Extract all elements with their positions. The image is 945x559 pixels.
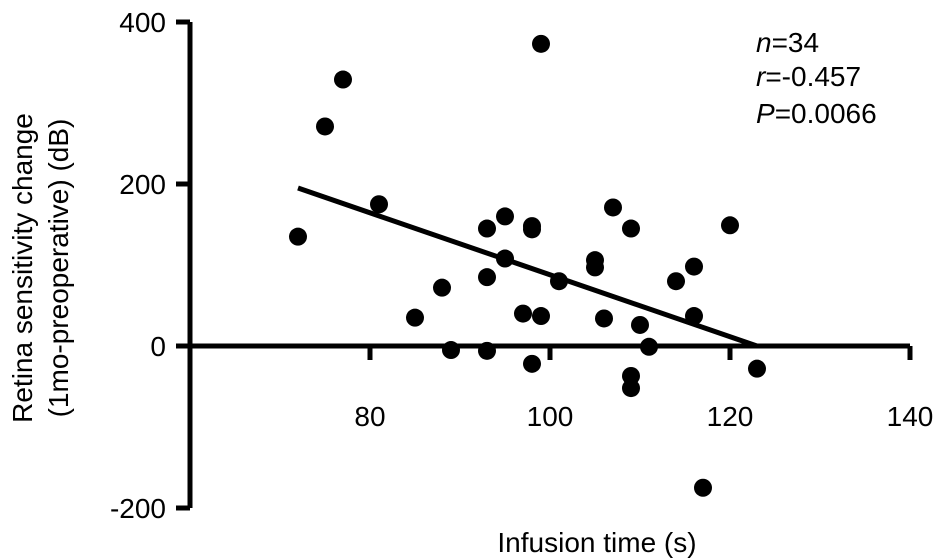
data-point [478,219,496,238]
data-point [622,219,640,238]
stat-p-symbol: P [756,98,775,129]
data-point [334,70,352,89]
data-point [595,309,613,328]
data-point [631,315,649,334]
y-tick-label: 200 [119,169,166,200]
data-point [604,198,622,217]
data-point [532,307,550,326]
data-point [667,272,685,291]
data-point [748,359,766,378]
data-point [289,227,307,246]
regression-line [297,185,758,349]
data-point [523,220,541,239]
x-ticks: 80 100 120 140 [354,346,933,432]
trend-group [297,185,758,349]
stat-p-value: =0.0066 [775,98,877,129]
data-point [586,258,604,277]
data-point [478,268,496,287]
x-tick-label: 80 [354,401,385,432]
y-tick-label: 0 [150,331,166,362]
data-point [442,341,460,360]
data-point [496,207,514,226]
data-point [514,304,532,323]
data-point [550,272,568,291]
x-tick-label: 140 [887,401,934,432]
stat-r-symbol: r [756,61,767,92]
data-points [289,34,766,497]
data-point [622,379,640,398]
data-point [496,249,514,268]
x-tick-label: 100 [527,401,574,432]
y-tick-label: -200 [110,493,166,524]
data-point [685,257,703,276]
data-point [694,478,712,497]
y-tick-label: 400 [119,7,166,38]
data-point [532,34,550,53]
stat-n-symbol: n [756,27,772,58]
data-point [640,337,658,356]
stat-p: P=0.0066 [756,98,877,129]
data-point [406,308,424,327]
data-point [433,278,451,297]
data-point [316,117,334,136]
y-axis-title-line1: Retina sensitivity change [7,113,38,423]
data-point [523,354,541,373]
stat-n-value: =34 [772,27,820,58]
data-point [478,341,496,360]
x-axis-title: Infusion time (s) [497,527,696,558]
data-point [370,195,388,214]
stat-r: r=-0.457 [756,61,861,92]
y-ticks: 400 200 0 -200 [110,7,190,524]
data-point [721,216,739,235]
x-tick-label: 120 [707,401,754,432]
y-axis-title-line2: (1mo-preoperative) (dB) [43,119,74,418]
stat-n: n=34 [756,27,819,58]
stat-r-value: =-0.457 [765,61,861,92]
data-point [685,307,703,326]
